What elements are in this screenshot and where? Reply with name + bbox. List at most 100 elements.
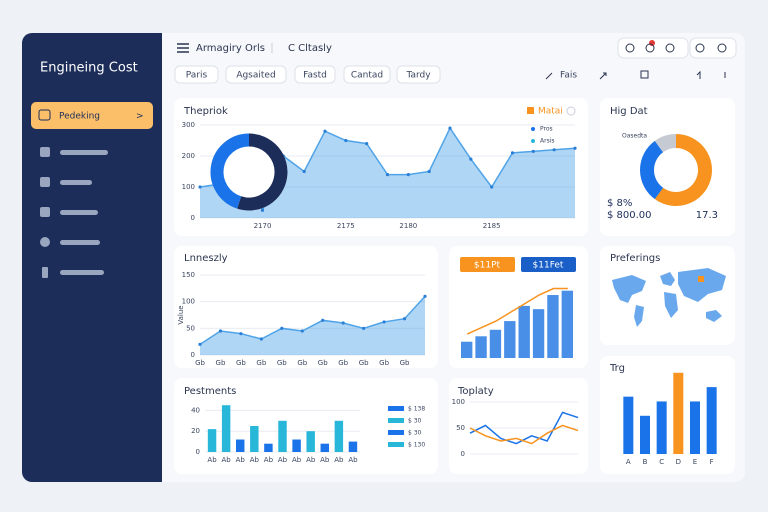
bar [306, 431, 315, 452]
point [510, 151, 515, 155]
y-axis-label: Value [177, 305, 185, 324]
legend-swatch [388, 406, 404, 411]
chip-label: Agsaited [236, 71, 275, 81]
y-tick-label: 0 [191, 351, 195, 359]
x-tick-label: Gb [256, 359, 266, 367]
icon-group[interactable] [689, 37, 737, 59]
nav-items[interactable] [40, 147, 108, 278]
x-tick-label: 2180 [399, 222, 417, 230]
legend-item: Arsis [540, 138, 555, 145]
y-tick-label: 100 [182, 183, 195, 191]
x-tick-label: D [676, 458, 681, 466]
action[interactable]: Fais [560, 71, 577, 81]
bar [706, 387, 717, 454]
chip-label: Tardy [405, 71, 431, 81]
x-tick-label: Ab [207, 456, 217, 464]
bar [561, 290, 573, 358]
y-tick-label: 0 [461, 450, 465, 458]
y-tick-label: 50 [186, 324, 195, 332]
line [469, 411, 579, 445]
bar [236, 439, 245, 452]
x-tick-label: Gb [216, 359, 226, 367]
y-tick-label: 150 [182, 271, 195, 279]
icons [625, 43, 727, 53]
icon-group[interactable] [617, 37, 689, 59]
chip[interactable] [343, 65, 391, 84]
menu-icon[interactable] [177, 43, 189, 53]
point [260, 208, 265, 212]
bar [673, 372, 684, 454]
bar [320, 443, 329, 452]
dropdown[interactable] [566, 106, 576, 116]
panel-title: Thepriok [183, 106, 228, 117]
x-tick-label: 2175 [337, 222, 355, 230]
point [552, 148, 556, 152]
point [321, 318, 325, 322]
bar [461, 341, 473, 358]
legend-item: $ 138 [408, 406, 425, 413]
stat: $ 800.00 [607, 210, 652, 221]
nav-label: Pedeking [59, 112, 100, 122]
x-tick-label: Gb [338, 359, 348, 367]
point [259, 337, 263, 341]
y-tick-label: 0 [191, 214, 195, 222]
filter[interactable]: C Cltasly [288, 43, 332, 54]
y-tick-label: 100 [452, 398, 465, 406]
donut-segment [654, 134, 712, 206]
bar [278, 420, 287, 452]
x-tick-label: Gb [236, 359, 246, 367]
point [198, 342, 202, 346]
x-tick-label: Gb [400, 359, 410, 367]
nav-active[interactable] [31, 102, 153, 129]
point [423, 294, 427, 298]
x-tick-label: Ab [264, 456, 274, 464]
x-tick-label: Gb [277, 359, 287, 367]
stat: 17.3 [696, 210, 718, 221]
point [218, 329, 223, 333]
sidebar [22, 33, 162, 482]
world-map [612, 268, 726, 327]
x-tick-label: F [710, 458, 714, 466]
x-tick-label: Ab [222, 456, 232, 464]
bar [207, 429, 217, 452]
bar [264, 443, 273, 452]
bar [623, 396, 634, 454]
y-tick-label: 100 [182, 298, 195, 306]
legend-dot [531, 139, 535, 143]
bar [221, 405, 231, 452]
area [200, 128, 575, 218]
bar [640, 415, 650, 454]
x-tick-label: 2170 [254, 222, 272, 230]
x-tick-label: E [693, 458, 697, 466]
chip[interactable] [460, 257, 515, 272]
x-tick-label: Ab [236, 456, 246, 464]
point [469, 157, 473, 161]
chip-label: Cantad [351, 71, 383, 81]
point [239, 332, 243, 336]
legend-item: Pros [540, 126, 553, 133]
chip[interactable] [174, 65, 219, 84]
chip[interactable] [225, 65, 287, 84]
x-tick-label: Ab [292, 456, 302, 464]
point [531, 149, 535, 153]
x-tick-label: Ab [334, 456, 344, 464]
chip[interactable] [294, 65, 336, 84]
point [341, 321, 345, 325]
x-tick-label: Gb [318, 359, 328, 367]
bar [250, 426, 259, 452]
x-tick-label: Gb [359, 359, 369, 367]
point [323, 129, 327, 133]
point [448, 126, 452, 130]
point [344, 138, 348, 143]
y-tick-label: 50 [456, 424, 465, 432]
chip[interactable] [521, 257, 576, 272]
menu-title: Armagiry Orls [196, 43, 265, 54]
nav-chevron: > [136, 112, 144, 122]
point [490, 185, 494, 189]
point [300, 329, 304, 333]
panel-title: Lnneszly [184, 253, 228, 264]
chip[interactable] [396, 65, 441, 84]
bar [489, 329, 502, 358]
y-tick-label: 40 [191, 406, 200, 414]
